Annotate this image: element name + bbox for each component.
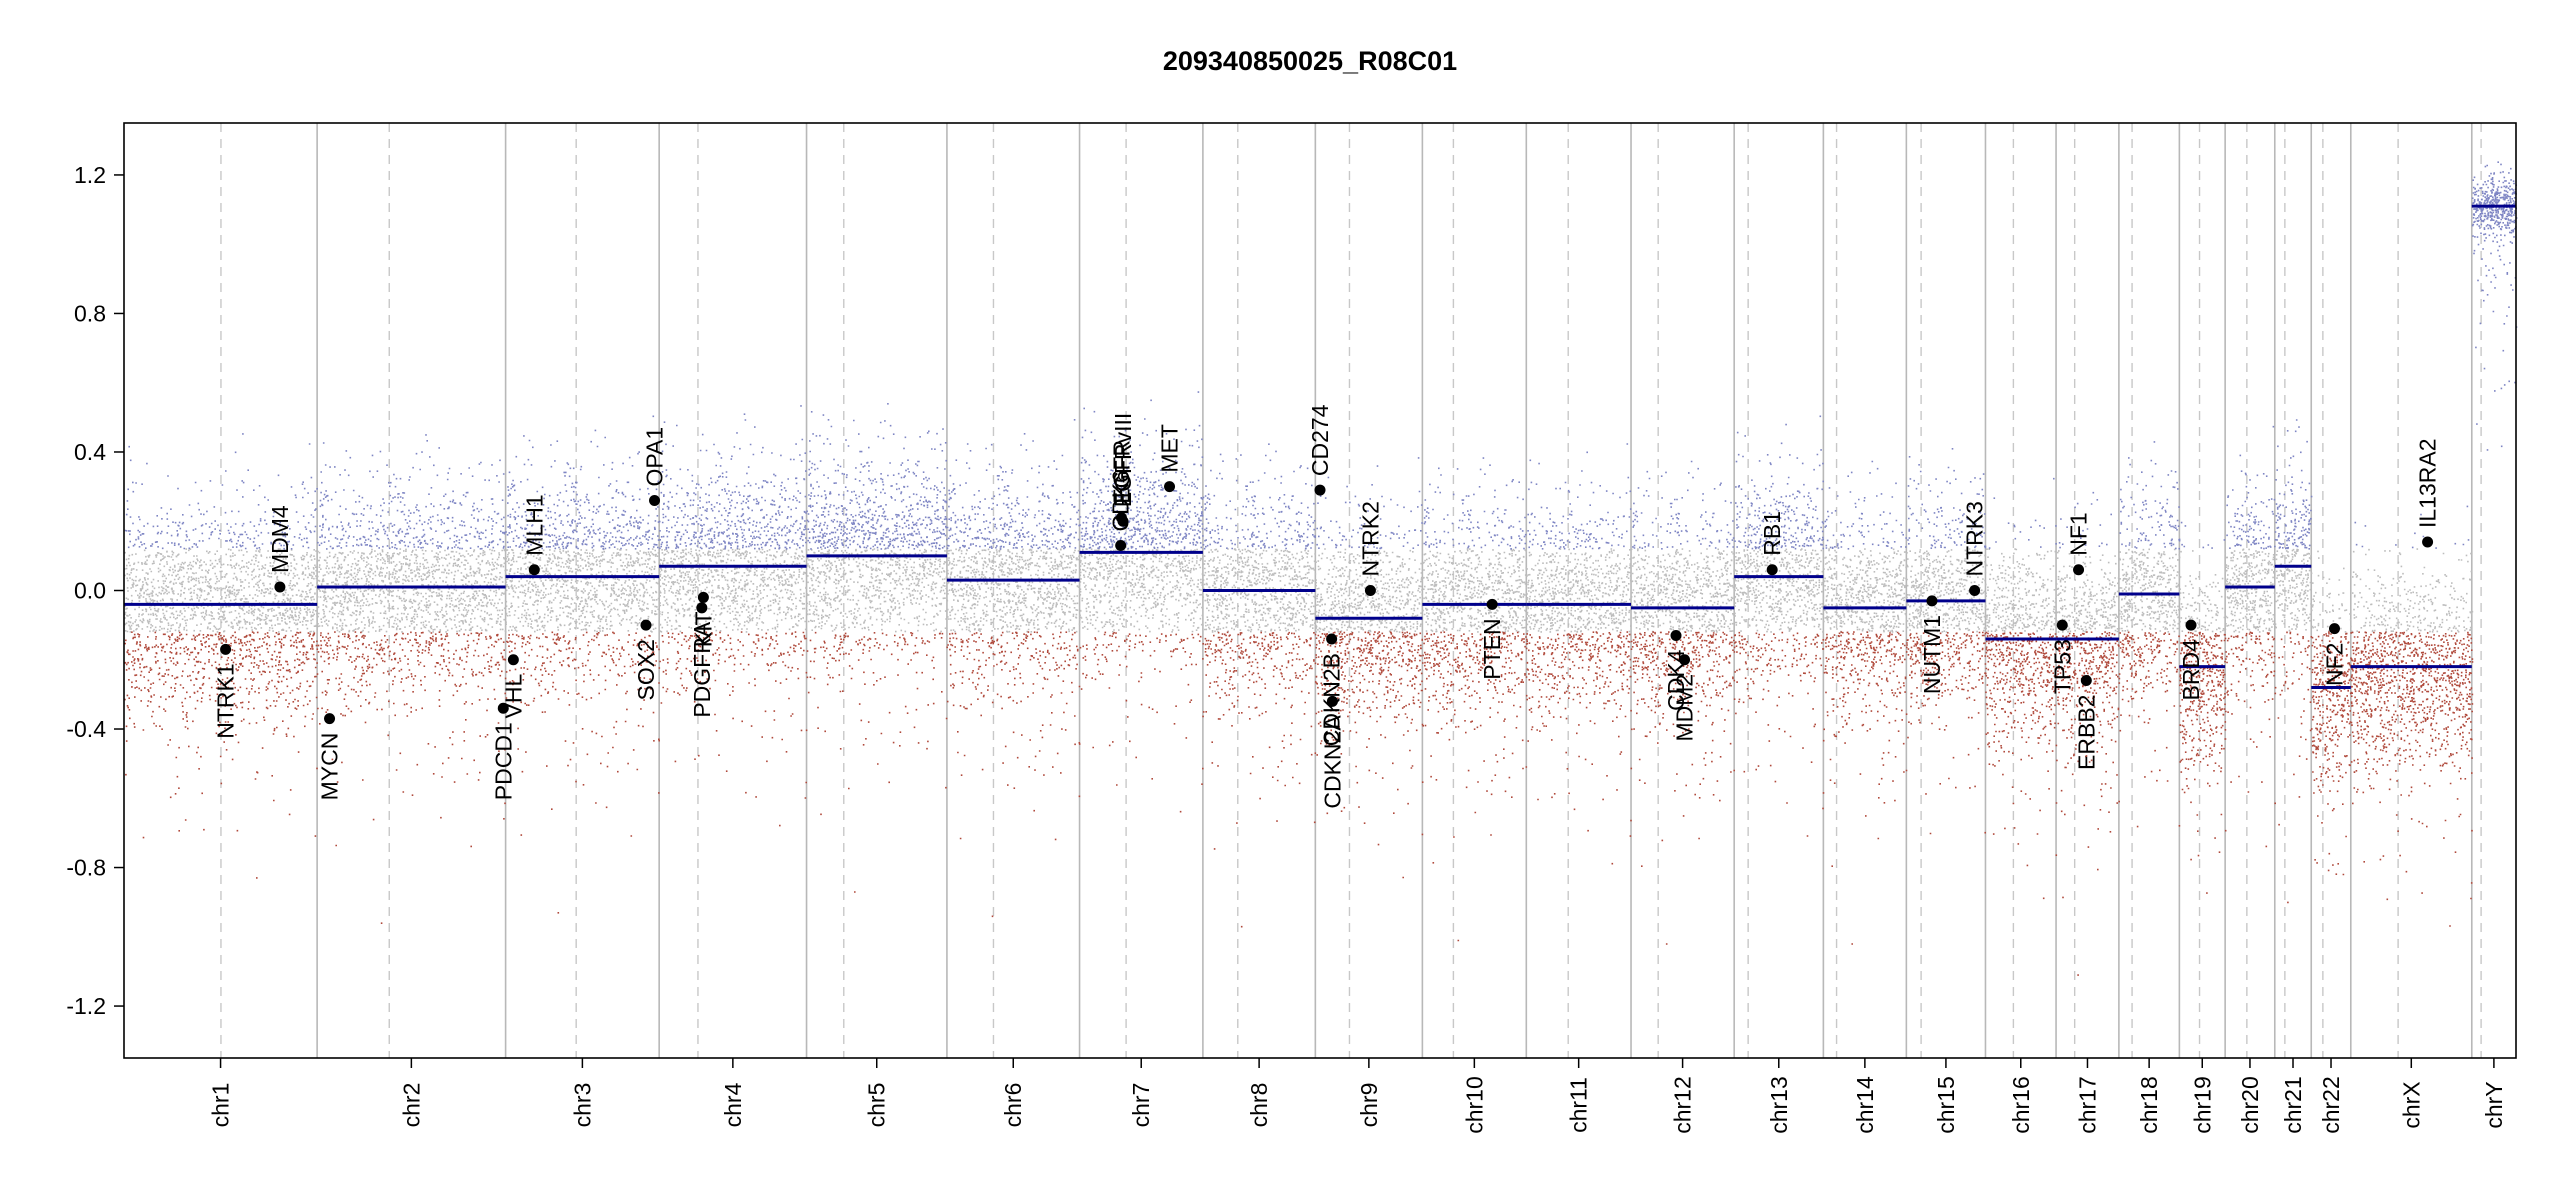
gene-point — [1164, 481, 1176, 493]
x-tick-label: chr15 — [1933, 1076, 1959, 1134]
gene-label: PTEN — [1479, 618, 1505, 679]
probe-points — [124, 161, 2518, 976]
gene-point — [649, 494, 661, 506]
x-tick-label: chr11 — [1566, 1077, 1592, 1133]
gene-point — [1115, 539, 1127, 551]
x-tick-label: chr9 — [1356, 1083, 1382, 1128]
x-tick-label: chr14 — [1852, 1076, 1878, 1134]
gene-point — [1670, 630, 1682, 642]
x-tick-label: chr5 — [864, 1083, 890, 1128]
gene-point — [528, 564, 540, 576]
gene-label: BRD4 — [2178, 639, 2204, 701]
gene-label: NF1 — [2066, 512, 2092, 555]
y-tick-label: 0.8 — [74, 300, 106, 326]
gene-label: MET — [1157, 424, 1183, 473]
gene-point — [1326, 695, 1338, 707]
axes: chr1 chr2 chr3 chr4 chr5 chr6 chr7 chr8 chr9 chr1… — [66, 122, 2517, 1134]
x-tick-label: chr20 — [2237, 1076, 2263, 1134]
gene-point — [1314, 484, 1326, 496]
gene-point — [1766, 564, 1778, 576]
gene-point — [1969, 585, 1981, 596]
x-tick-label: chr12 — [1670, 1076, 1696, 1134]
y-tick-label: 0.4 — [74, 439, 106, 465]
gene-point — [324, 713, 336, 725]
gene-point — [697, 591, 709, 603]
gene-label: PDGFRA — [689, 621, 715, 718]
x-tick-label: chrX — [2398, 1081, 2424, 1128]
x-tick-label: chr18 — [2136, 1076, 2162, 1134]
gene-point — [507, 654, 519, 666]
gene-point — [1364, 585, 1376, 596]
gene-point — [640, 619, 652, 631]
x-tick-label: chr3 — [569, 1083, 595, 1128]
gene-point — [1486, 598, 1498, 610]
chart-title: 209340850025_R08C01 — [1163, 46, 1457, 76]
gene-label: MDM4 — [267, 505, 293, 573]
gene-label: ERBB2 — [2073, 695, 2099, 770]
gene-label: CDKN2A — [1319, 715, 1345, 809]
x-tick-label: chr7 — [1128, 1083, 1154, 1128]
gene-point — [497, 702, 509, 714]
gene-point — [2056, 619, 2068, 631]
y-tick-label: -1.2 — [66, 993, 106, 1019]
x-tick-label: chr4 — [720, 1082, 746, 1127]
y-tick-label: 1.2 — [74, 162, 106, 188]
gene-label: NUTM1 — [1919, 615, 1945, 694]
gene-label: EGFRvIII — [1110, 413, 1136, 508]
gene-markers: NTRK1 MDM4 MYCN PDCD1 VHL MLH1 SOX2 OPA1 PDGFRAK… — [213, 404, 2441, 808]
chromosome-boundaries — [220, 123, 2482, 1058]
x-tick-label: chr1 — [208, 1083, 234, 1128]
gene-label: SOX2 — [633, 639, 659, 700]
gene-point — [1679, 654, 1691, 666]
gene-label: CDK6 — [1108, 470, 1134, 531]
gene-point — [2329, 623, 2341, 635]
x-tick-label: chr10 — [1461, 1076, 1487, 1134]
y-tick-label: -0.4 — [66, 716, 106, 742]
gene-label: PDCD1 — [490, 722, 516, 800]
gene-label: VHL — [500, 674, 526, 719]
gene-point — [1117, 515, 1129, 527]
segment-lines — [124, 204, 2516, 689]
x-tick-label: chrY — [2481, 1081, 2507, 1128]
gene-label: NTRK2 — [1357, 501, 1383, 576]
gain-probes — [124, 161, 2518, 550]
gene-point — [1926, 595, 1938, 607]
gene-label: TP53 — [2049, 639, 2075, 694]
gene-label: EGFR — [1108, 440, 1134, 504]
x-tick-label: chr22 — [2318, 1076, 2344, 1134]
y-tick-label: -0.8 — [66, 855, 106, 881]
gene-label: NF2 — [2322, 643, 2348, 686]
gene-point — [274, 581, 286, 593]
loss-probes — [124, 631, 2474, 976]
x-tick-label: chr16 — [2008, 1076, 2034, 1134]
gene-label: CDKN2B — [1319, 653, 1345, 746]
gene-label: NTRK3 — [1962, 501, 1988, 576]
gene-point — [2073, 564, 2085, 576]
x-tick-label: chr2 — [398, 1083, 424, 1128]
gene-label: IL13RA2 — [2415, 439, 2441, 529]
gene-label: NTRK1 — [213, 663, 239, 738]
gene-point — [1326, 633, 1338, 645]
neutral-probes — [124, 548, 2474, 633]
gene-label: KIT — [690, 611, 716, 647]
gene-label: CD274 — [1307, 404, 1333, 476]
x-tick-label: chr19 — [2189, 1076, 2215, 1134]
gene-label: RB1 — [1759, 511, 1785, 556]
gene-label: MDM2 — [1672, 674, 1698, 742]
gene-label: OPA1 — [642, 427, 668, 487]
gene-point — [220, 643, 232, 655]
gene-label: MLH1 — [521, 494, 547, 555]
x-tick-label: chr13 — [1766, 1076, 1792, 1134]
x-tick-label: chr6 — [1000, 1083, 1026, 1128]
x-tick-label: chr21 — [2280, 1076, 2306, 1134]
gene-label: MYCN — [317, 733, 343, 801]
gene-point — [2422, 536, 2434, 548]
x-tick-label: chr17 — [2074, 1076, 2100, 1134]
gene-point — [2185, 619, 2197, 631]
y-tick-label: 0.0 — [74, 578, 106, 604]
gene-point — [2080, 675, 2092, 687]
x-tick-label: chr8 — [1246, 1083, 1272, 1128]
gene-point — [696, 602, 708, 614]
